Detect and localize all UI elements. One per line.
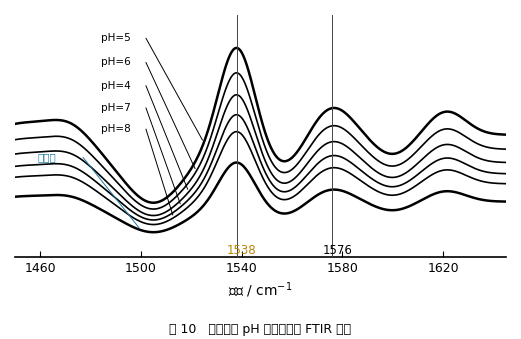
Text: pH=4: pH=4 (101, 81, 130, 91)
Text: 图 10   不同染液 pH 值下氨纶的 FTIR 谱图: 图 10 不同染液 pH 值下氨纶的 FTIR 谱图 (169, 323, 352, 336)
Text: 1538: 1538 (227, 244, 256, 257)
X-axis label: 波数 / cm$^{-1}$: 波数 / cm$^{-1}$ (228, 281, 293, 300)
Text: 1576: 1576 (322, 244, 352, 257)
Text: 未染色: 未染色 (38, 152, 56, 162)
Text: pH=8: pH=8 (101, 124, 130, 134)
Text: pH=6: pH=6 (101, 57, 130, 67)
Text: pH=7: pH=7 (101, 103, 130, 113)
Text: pH=5: pH=5 (101, 33, 130, 43)
